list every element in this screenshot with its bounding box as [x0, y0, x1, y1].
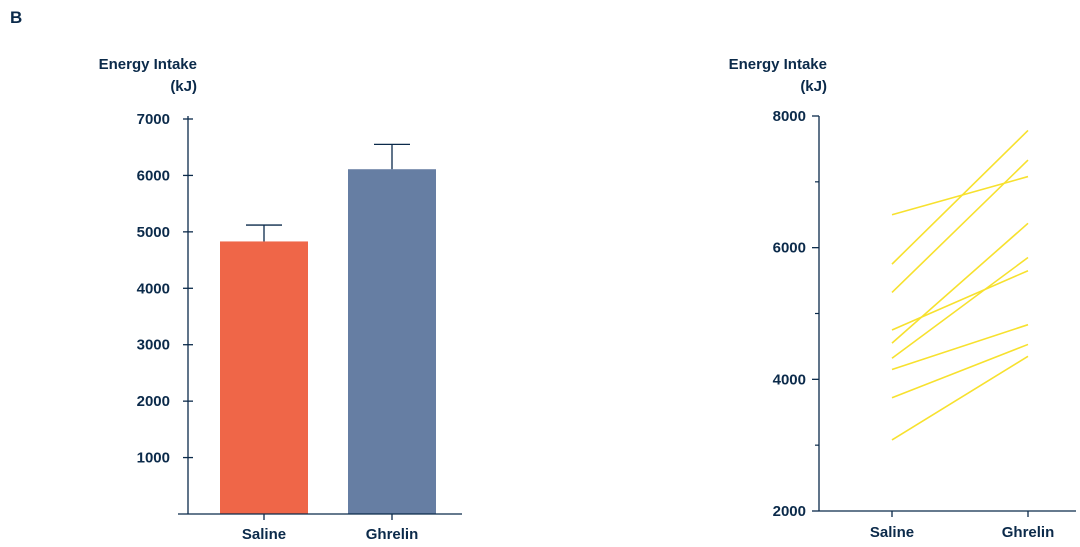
x-tick-label-ghrelin: Ghrelin	[366, 526, 419, 543]
y-tick-label: 6000	[137, 167, 170, 184]
paired-line-5	[892, 223, 1028, 343]
paired-line-4	[892, 271, 1028, 330]
y-axis-title: Energy Intake	[729, 56, 827, 73]
bar-chart: Energy Intake (kJ) Saline Ghrelin 1000 2000 30…	[99, 56, 462, 543]
paired-line-9	[892, 356, 1028, 440]
paired-line-2	[892, 130, 1028, 264]
bar-ghrelin	[348, 169, 436, 514]
bar-saline	[220, 241, 308, 514]
y-axis-unit: (kJ)	[800, 78, 827, 95]
paired-line-1	[892, 177, 1028, 215]
paired-line-7	[892, 325, 1028, 370]
y-tick-label: 5000	[137, 224, 170, 241]
y-tick-label: 2000	[137, 393, 170, 410]
paired-line-8	[892, 344, 1028, 397]
x-tick-label-saline: Saline	[242, 526, 286, 543]
y-tick-label: 8000	[773, 108, 806, 125]
y-tick-label: 6000	[773, 240, 806, 257]
y-tick-label: 4000	[137, 280, 170, 297]
y-axis-title: Energy Intake	[99, 56, 197, 73]
x-tick-label-saline: Saline	[870, 524, 914, 541]
y-tick-label: 2000	[773, 503, 806, 520]
y-axis-unit: (kJ)	[170, 78, 197, 95]
line-chart: Energy Intake (kJ) 2000 4000 6000 8000 Saline G…	[729, 56, 1076, 541]
y-tick-label: 1000	[137, 450, 170, 467]
y-tick-label: 7000	[137, 111, 170, 128]
y-tick-label: 4000	[773, 371, 806, 388]
y-tick-label: 3000	[137, 337, 170, 354]
x-tick-label-ghrelin: Ghrelin	[1002, 524, 1055, 541]
